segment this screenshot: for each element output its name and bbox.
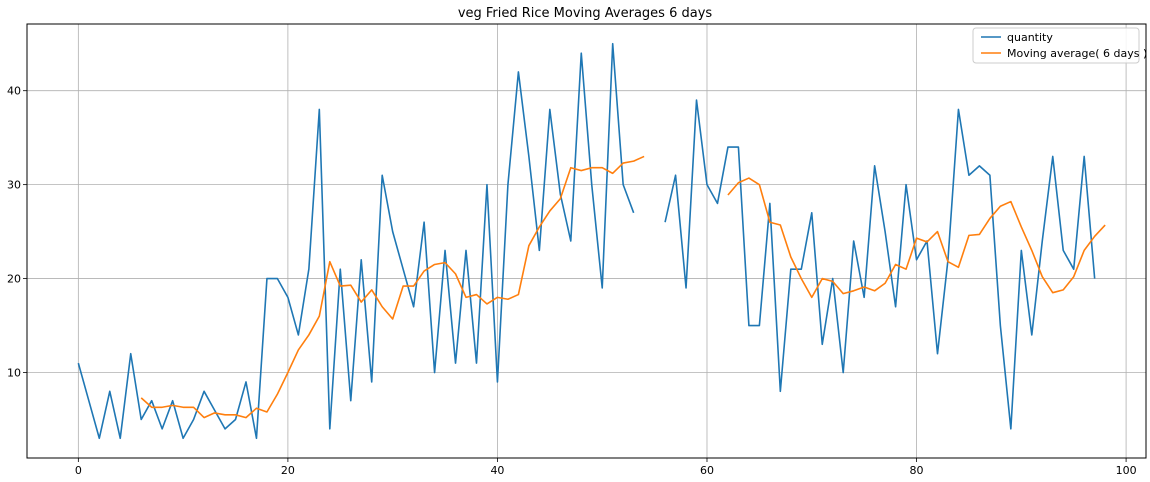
x-tick-label: 20 bbox=[281, 464, 295, 477]
grid bbox=[27, 24, 1146, 458]
series-line-moving-average bbox=[140, 155, 1106, 419]
x-tick-label: 80 bbox=[910, 464, 924, 477]
legend-label-moving-average: Moving average( 6 days ) bbox=[1007, 47, 1147, 60]
x-tick-label: 40 bbox=[490, 464, 504, 477]
legend-box bbox=[972, 27, 1140, 64]
chart-title: veg Fried Rice Moving Averages 6 days bbox=[458, 6, 713, 21]
series-lines bbox=[77, 42, 1106, 440]
x-tick-label: 100 bbox=[1116, 464, 1137, 477]
legend: quantity Moving average( 6 days ) bbox=[972, 27, 1147, 64]
y-tick-label: 40 bbox=[7, 85, 21, 98]
y-tick-label: 10 bbox=[7, 367, 21, 380]
x-tick-label: 60 bbox=[700, 464, 714, 477]
y-tick-label: 20 bbox=[7, 273, 21, 286]
axis-ticks: 0 20 40 60 80 100 10 20 30 40 bbox=[7, 85, 1137, 477]
y-tick-label: 30 bbox=[7, 179, 21, 192]
plot-frame bbox=[26, 23, 1147, 459]
legend-label-quantity: quantity bbox=[1007, 31, 1053, 44]
x-tick-label: 0 bbox=[75, 464, 82, 477]
